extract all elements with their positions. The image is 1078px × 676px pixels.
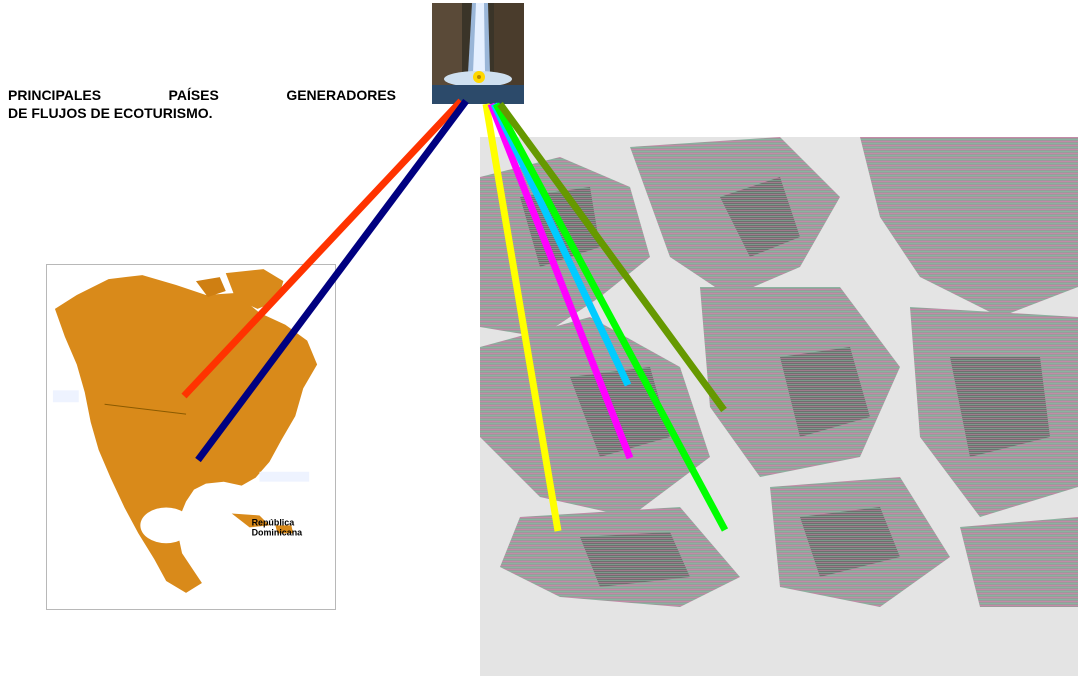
waterfall-image xyxy=(432,3,524,104)
heading-line-2: DE FLUJOS DE ECOTURISMO. xyxy=(8,105,213,121)
caribbean-islands xyxy=(231,513,270,528)
border-line xyxy=(104,403,187,415)
north-america-map: República Dominicana xyxy=(46,264,336,610)
dominican-republic-label-1: República xyxy=(252,517,296,527)
dominican-republic-shape xyxy=(275,525,294,534)
world-map xyxy=(480,137,1078,676)
gulf-of-mexico xyxy=(140,507,192,544)
page-heading: PRINCIPALES PAÍSES GENERADORES DE FLUJOS… xyxy=(8,86,396,122)
world-landmasses xyxy=(480,137,1078,607)
heading-line-1: PRINCIPALES PAÍSES GENERADORES xyxy=(8,87,396,103)
dominican-republic-label-2: Dominicana xyxy=(252,527,304,537)
pacific-label-box xyxy=(52,390,79,403)
atlantic-label-box xyxy=(259,471,310,482)
